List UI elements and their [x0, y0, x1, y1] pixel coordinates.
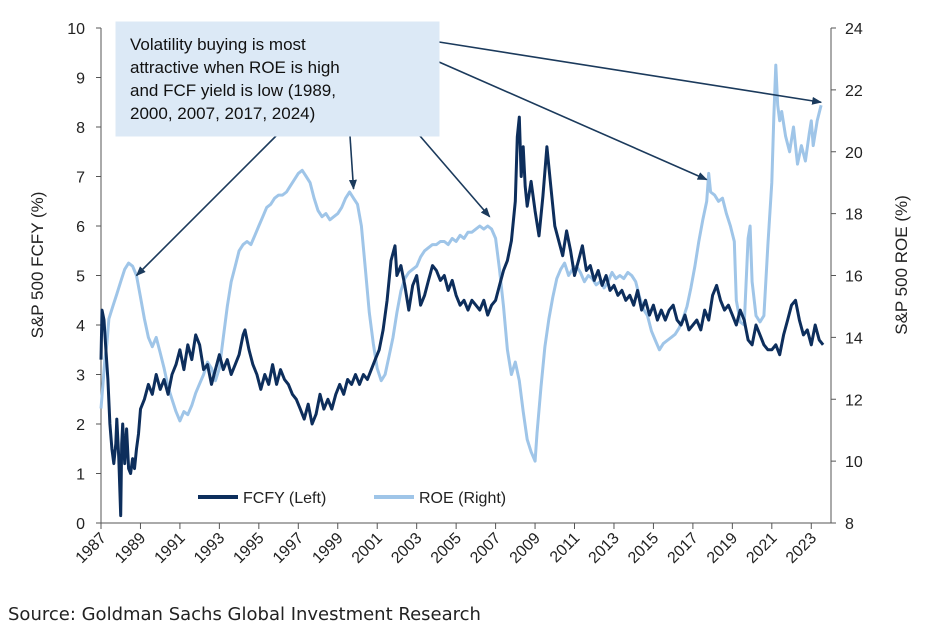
- y-axis-right-title: S&P 500 ROE (%): [892, 195, 911, 335]
- y-right-tick-label: 20: [845, 145, 863, 162]
- x-tick-label: 1993: [191, 530, 228, 567]
- x-tick-label: 1989: [112, 530, 149, 567]
- y-left-tick-label: 1: [76, 467, 85, 484]
- y-left-tick-label: 7: [76, 170, 85, 187]
- y-left-tick-label: 5: [76, 269, 85, 286]
- annotation-arrows: [135, 41, 823, 277]
- callout-text-line: and FCF yield is low (1989,: [130, 81, 336, 100]
- y-right-tick-label: 18: [845, 207, 863, 224]
- y-left-tick-label: 0: [76, 516, 85, 533]
- annotation-arrow: [438, 41, 823, 105]
- y-left-tick-label: 9: [76, 71, 85, 88]
- y-left-tick-label: 6: [76, 219, 85, 236]
- y-right-tick-label: 10: [845, 454, 863, 471]
- y-left-tick-label: 4: [76, 318, 85, 335]
- callout-text-line: 2000, 2007, 2017, 2024): [130, 104, 315, 123]
- fcfy-series-line: [99, 115, 825, 518]
- x-tick-label: 2007: [467, 530, 504, 567]
- x-tick-label: 2023: [783, 530, 820, 567]
- callout-text-line: attractive when ROE is high: [130, 58, 340, 77]
- legend-label-roe: ROE (Right): [419, 490, 506, 507]
- x-tick-label: 2015: [625, 530, 662, 567]
- x-tick-label: 2009: [507, 530, 544, 567]
- y-left-tick-label: 2: [76, 417, 85, 434]
- annotation-callout: Volatility buying is most attractive when…: [115, 21, 440, 137]
- y-left-tick-label: 3: [76, 368, 85, 385]
- x-tick-label: 2003: [388, 530, 425, 567]
- x-tick-label: 2011: [547, 530, 583, 566]
- annotation-arrow: [348, 135, 357, 190]
- x-tick-label: 2013: [586, 530, 623, 567]
- y-right-tick-label: 8: [845, 516, 854, 533]
- y-right-tick-label: 16: [845, 269, 863, 286]
- x-tick-label: 1991: [152, 530, 189, 567]
- legend-label-fcfy: FCFY (Left): [243, 490, 326, 507]
- annotation-arrow: [135, 135, 277, 277]
- x-tick-label: 2005: [428, 530, 465, 567]
- x-tick-label: 2021: [743, 530, 780, 567]
- y-right-tick-label: 14: [845, 330, 863, 347]
- roe-series-line: [99, 63, 823, 463]
- legend: FCFY (Left) ROE (Right): [198, 490, 506, 507]
- x-tick-label: 2019: [704, 530, 741, 567]
- y-right-tick-label: 12: [845, 392, 863, 409]
- y-axis-left-title: S&P 500 FCFY (%): [28, 192, 47, 339]
- annotation-arrow: [438, 61, 708, 181]
- callout-text-line: Volatility buying is most: [130, 35, 306, 54]
- x-tick-label: 1999: [309, 530, 346, 567]
- callout-box: [115, 21, 440, 137]
- y-left-tick-label: 8: [76, 120, 85, 137]
- y-right-tick-label: 22: [845, 83, 863, 100]
- x-tick-label: 1997: [270, 530, 307, 567]
- series-lines: [99, 63, 825, 518]
- x-tick-label: 1987: [73, 530, 110, 567]
- y-right-tick-label: 24: [845, 21, 863, 38]
- y-left-tick-label: 10: [67, 21, 85, 38]
- x-tick-label: 2001: [349, 530, 386, 567]
- x-tick-label: 2017: [665, 530, 702, 567]
- x-tick-label: 1995: [230, 530, 267, 567]
- source-note: Source: Goldman Sachs Global Investment …: [8, 604, 481, 625]
- annotation-arrow: [419, 135, 491, 218]
